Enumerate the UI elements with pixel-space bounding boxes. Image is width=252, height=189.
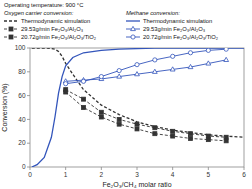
data-point bbox=[153, 132, 157, 136]
data-point bbox=[64, 82, 68, 86]
data-point bbox=[117, 74, 122, 78]
x-tick-label: 0 bbox=[28, 171, 32, 178]
series-line bbox=[66, 90, 227, 138]
data-point bbox=[206, 138, 210, 142]
legend-marker bbox=[131, 26, 136, 30]
data-point bbox=[189, 132, 193, 136]
series-line bbox=[66, 49, 227, 84]
y-tick-label: 80 bbox=[18, 68, 26, 75]
x-tick bbox=[137, 167, 138, 170]
data-point bbox=[117, 117, 121, 121]
data-point bbox=[64, 90, 68, 94]
data-point bbox=[135, 122, 139, 126]
data-point bbox=[82, 106, 86, 110]
legend-label: Thermodynamic simulation bbox=[21, 18, 90, 24]
x-tick-label: 2 bbox=[100, 171, 104, 178]
x-tick-label: 4 bbox=[171, 171, 175, 178]
x-tick bbox=[172, 167, 173, 170]
x-tick-label: 1 bbox=[64, 171, 68, 178]
y-tick bbox=[27, 71, 30, 72]
data-point bbox=[153, 58, 157, 62]
legend: Operating temperature: 900 °C Oxygen carr… bbox=[4, 2, 218, 40]
y-tick-label: 100 bbox=[15, 44, 26, 51]
x-tick-label: 3 bbox=[135, 171, 139, 178]
series-line bbox=[32, 48, 244, 137]
data-point bbox=[188, 51, 192, 55]
x-tick bbox=[65, 167, 66, 170]
y-tick bbox=[27, 143, 30, 144]
legend-label: 20.72g/min Fe₂O₃/Al₂O₃/TiO₂ bbox=[143, 34, 218, 40]
data-point bbox=[153, 126, 157, 130]
data-point bbox=[99, 115, 103, 119]
x-tick-label: 5 bbox=[207, 171, 211, 178]
data-point bbox=[171, 129, 175, 133]
annotation: Operating temperature: 900 °C bbox=[4, 2, 83, 8]
data bbox=[32, 48, 244, 167]
y-axis-label: Conversion (%) bbox=[1, 83, 9, 131]
y-tick bbox=[27, 119, 30, 120]
y-tick bbox=[27, 48, 30, 49]
x-axis-label: Fe₂O₃/CH₄ molar ratio bbox=[102, 181, 171, 188]
data-point bbox=[224, 57, 229, 61]
legend-swatch bbox=[126, 20, 140, 21]
series-line bbox=[66, 92, 227, 141]
data-point bbox=[135, 63, 139, 67]
chart: 0123456020406080100Fe₂O₃/CH₄ molar ratio… bbox=[0, 0, 252, 189]
legend-marker bbox=[9, 27, 13, 31]
data-point bbox=[152, 69, 157, 73]
data-point bbox=[206, 61, 211, 65]
legend-marker bbox=[131, 35, 135, 39]
legend-marker bbox=[9, 35, 13, 39]
axes: 0123456020406080100Fe₂O₃/CH₄ molar ratio… bbox=[1, 44, 246, 187]
y-tick-label: 60 bbox=[18, 92, 26, 99]
data-point bbox=[117, 122, 121, 126]
legend-heading: Methane conversion: bbox=[126, 10, 180, 16]
legend-label: 20.72g/min Fe₂O₃/Al₂O₃/TiO₂ bbox=[21, 34, 96, 40]
legend-label: 29.53g/min Fe₂O₃/Al₂O₃ bbox=[143, 26, 206, 32]
y-tick bbox=[27, 167, 30, 168]
x-tick bbox=[208, 167, 209, 170]
series-line bbox=[32, 48, 244, 167]
data-point bbox=[82, 97, 86, 101]
legend-label: Thermodynamic simulation bbox=[143, 18, 212, 24]
data-point bbox=[189, 136, 193, 140]
plot-frame bbox=[30, 48, 244, 167]
legend-heading: Oxygen carrier conversion: bbox=[4, 10, 74, 16]
data-point bbox=[117, 69, 121, 73]
data-point bbox=[188, 64, 193, 68]
data-point bbox=[81, 79, 85, 83]
x-tick bbox=[30, 167, 31, 170]
y-tick-label: 20 bbox=[18, 139, 26, 146]
x-tick bbox=[101, 167, 102, 170]
data-point bbox=[99, 110, 103, 114]
y-tick-label: 40 bbox=[18, 116, 26, 123]
data-point bbox=[224, 139, 228, 143]
series-line bbox=[66, 60, 227, 81]
data-point bbox=[135, 72, 140, 76]
x-tick bbox=[244, 167, 245, 170]
data-point bbox=[224, 48, 228, 51]
data-point bbox=[171, 54, 175, 58]
data-point bbox=[170, 67, 175, 71]
legend-swatch bbox=[4, 20, 18, 21]
legend-label: 29.53g/min Fe₂O₃/Al₂O₃ bbox=[21, 26, 84, 32]
data-point bbox=[135, 127, 139, 131]
data-point bbox=[99, 74, 103, 78]
y-tick bbox=[27, 95, 30, 96]
y-tick-label: 0 bbox=[22, 163, 26, 170]
x-tick-label: 6 bbox=[242, 171, 246, 178]
data-point bbox=[206, 48, 210, 52]
data-point bbox=[171, 134, 175, 138]
